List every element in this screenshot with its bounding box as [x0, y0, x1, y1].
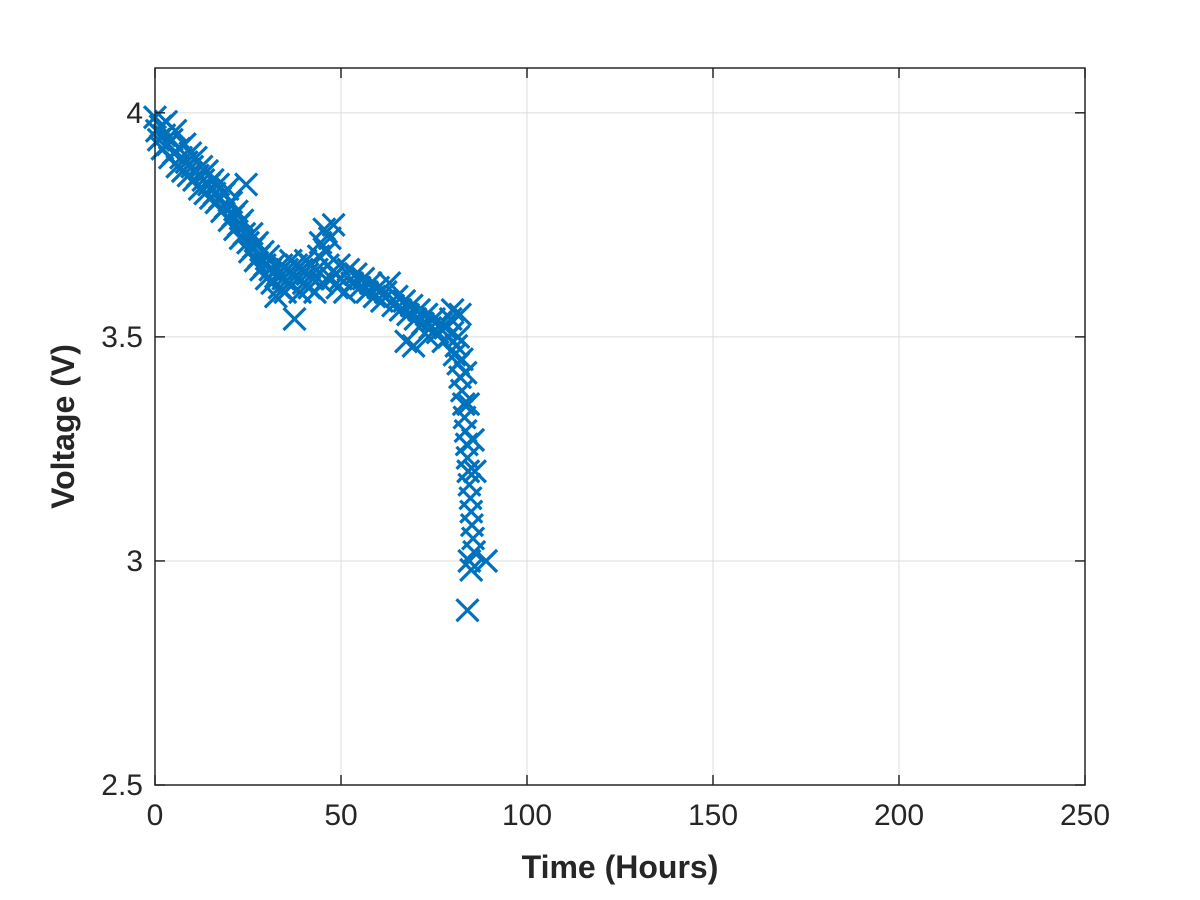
data-point-x-marker: [392, 288, 417, 314]
data-point-x-marker: [384, 284, 409, 309]
data-point-x-marker: [336, 257, 361, 282]
data-point-x-marker: [406, 297, 432, 323]
axes-box: [154, 67, 1086, 786]
data-points: [142, 105, 499, 623]
y-tick-label: 2.5: [101, 769, 143, 802]
x-tick-label: 50: [324, 799, 357, 832]
data-point-x-marker: [377, 270, 402, 296]
data-point-x-marker: [440, 297, 465, 323]
data-point-x-marker: [321, 212, 346, 237]
data-point-x-marker: [282, 306, 307, 332]
x-tick-labels: 0 50 100 150 200 250: [147, 799, 1110, 832]
data-point-x-marker: [343, 262, 369, 287]
data-point-x-marker: [455, 598, 480, 623]
data-point-x-marker: [449, 347, 475, 372]
x-tick-label: 0: [147, 799, 164, 832]
x-tick-label: 200: [874, 799, 924, 832]
data-point-x-marker: [460, 427, 486, 453]
x-axis-title: Time (Hours): [522, 849, 719, 885]
data-point-x-marker: [462, 459, 488, 484]
data-point-x-marker: [317, 226, 342, 251]
data-point-x-marker: [414, 302, 439, 327]
data-point-x-marker: [234, 172, 259, 197]
y-tick-label: 3.5: [101, 321, 143, 354]
x-tick-label: 250: [1060, 799, 1110, 832]
data-point-x-marker: [456, 391, 481, 417]
x-tick-label: 150: [688, 799, 738, 832]
data-point-x-marker: [459, 557, 484, 583]
data-point-x-marker: [351, 266, 376, 291]
grid-lines: [154, 68, 1086, 786]
data-point-x-marker: [215, 176, 240, 202]
data-point-x-marker: [446, 324, 471, 350]
y-tick-labels: 2.5 3 3.5 4: [101, 97, 143, 802]
data-point-x-marker: [473, 548, 499, 574]
x-tick-label: 100: [502, 799, 552, 832]
tick-marks: [154, 68, 1086, 786]
data-point-x-marker: [399, 293, 424, 318]
y-tick-label: 4: [126, 97, 143, 130]
y-axis-title: Voltage (V): [45, 344, 81, 509]
data-point-x-marker: [453, 360, 478, 385]
data-point-x-marker: [358, 270, 383, 296]
y-tick-label: 3: [126, 545, 143, 578]
data-point-x-marker: [447, 302, 473, 327]
